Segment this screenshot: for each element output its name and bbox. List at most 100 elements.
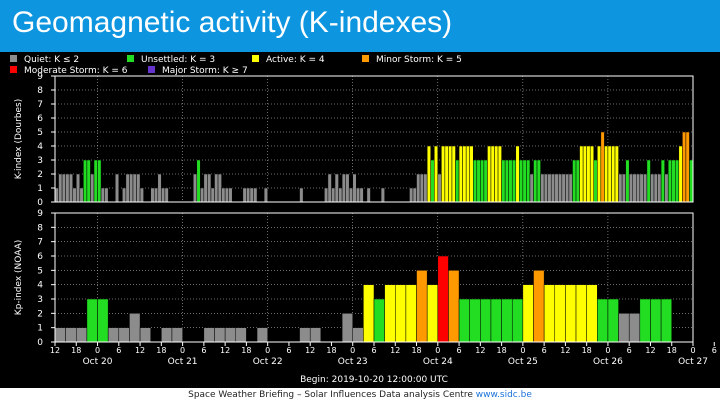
k-index-bar (210, 187, 215, 203)
k-index-bar (331, 187, 336, 203)
k-index-bar (86, 298, 98, 343)
x-tick-label: 12 (645, 346, 655, 355)
k-index-bar (657, 173, 662, 203)
k-index-bar (65, 327, 77, 343)
k-index-bar (136, 173, 141, 203)
k-index-bar (153, 187, 159, 203)
k-index-bar (501, 298, 513, 343)
k-index-bar (97, 159, 102, 203)
x-tick-label: 0 (690, 346, 695, 355)
k-index-bar (660, 159, 665, 203)
k-index-bar (586, 145, 591, 203)
k-index-bar (104, 187, 109, 203)
k-index-bar (543, 284, 556, 343)
k-index-bar (664, 173, 669, 203)
y-tick-label: 6 (37, 252, 43, 262)
footer-link[interactable]: www.sidc.be (475, 390, 532, 400)
k-index-bar (221, 187, 226, 203)
k-index-bar (565, 173, 570, 203)
k-index-bar (469, 145, 474, 203)
page-title: Geomagnetic activity (K-indexes) (12, 6, 453, 39)
x-tick-label: 12 (135, 346, 145, 355)
k-index-bar (338, 187, 343, 203)
k-index-bar (139, 327, 151, 343)
y-tick-label: 1 (37, 324, 43, 334)
x-tick-label: 0 (265, 346, 270, 355)
x-tick-label: 6 (457, 346, 462, 355)
k-index-bar (558, 173, 563, 203)
k-index-bar (132, 173, 137, 203)
k-index-bar (341, 313, 353, 343)
legend-label: Major Storm: K ≥ 7 (162, 66, 248, 76)
x-tick-label: 6 (627, 346, 632, 355)
k-index-bar (196, 159, 201, 203)
k-index-bar (419, 173, 424, 203)
k-index-bar (224, 187, 229, 203)
k-index-bar (161, 187, 166, 203)
k-index-bar (462, 145, 467, 203)
k-index-bar (458, 298, 470, 343)
k-index-bar (363, 284, 375, 343)
k-index-bar (508, 159, 513, 203)
k-index-bar (519, 159, 524, 203)
k-index-bar (405, 284, 417, 343)
y-tick-label: 0 (37, 338, 43, 348)
k-index-bar (632, 173, 637, 203)
date-label: Oct 24 (423, 357, 453, 367)
k-index-bar (614, 145, 619, 203)
x-tick-label: 12 (475, 346, 485, 355)
x-tick-label: 0 (95, 346, 100, 355)
k-index-bar (76, 327, 88, 343)
x-axis-label: Begin: 2019-10-20 12:00:00 UTC (300, 375, 448, 385)
k-index-bar (426, 145, 431, 203)
x-tick-label: 12 (390, 346, 400, 355)
k-index-bar (636, 173, 641, 203)
k-index-bar (607, 298, 619, 343)
k-index-bar (682, 131, 687, 203)
k-index-bar (561, 173, 566, 203)
k-index-bar (157, 173, 162, 203)
k-index-bar (671, 159, 676, 203)
k-index-bar (575, 284, 587, 343)
k-index-bar (118, 327, 130, 343)
legend-swatch (10, 55, 17, 62)
legend-swatch (362, 55, 369, 62)
x-tick-label: 18 (582, 346, 592, 355)
legend-swatch (127, 55, 134, 62)
k-index-bar (650, 298, 662, 343)
y-tick-label: 3 (37, 156, 43, 166)
k-index-bar (68, 173, 73, 203)
k-index-bar (409, 187, 414, 203)
legend-label: Moderate Storm: K = 6 (24, 66, 128, 76)
k-index-bar (533, 270, 545, 343)
y-tick-label: 9 (37, 209, 43, 219)
k-index-bar (263, 187, 268, 203)
k-index-bar (214, 327, 226, 343)
x-tick-label: 6 (712, 346, 717, 355)
k-index-bar (646, 159, 651, 203)
k-index-bar (366, 187, 371, 203)
k-index-bar (352, 327, 364, 343)
k-index-bar (451, 145, 456, 203)
x-tick-label: 12 (560, 346, 570, 355)
y-tick-label: 6 (37, 114, 43, 124)
k-index-bar (501, 159, 506, 203)
k-index-bar (217, 173, 222, 203)
y-axis-label: K-index (Dourbes) (14, 99, 24, 180)
y-tick-label: 2 (37, 170, 43, 180)
k-index-bar (334, 173, 339, 203)
k-index-bar (324, 187, 329, 203)
k-index-bar (547, 173, 552, 203)
k-index-bar (107, 327, 120, 343)
x-tick-label: 0 (520, 346, 525, 355)
header-bar: Geomagnetic activity (K-indexes) (0, 0, 720, 52)
k-index-bar (384, 284, 396, 343)
footer-text: Space Weather Briefing – Solar Influence… (188, 390, 476, 400)
k-index-bar (100, 187, 105, 203)
date-label: Oct 20 (83, 357, 113, 367)
k-index-bar (689, 159, 694, 203)
k-index-bar (660, 298, 672, 343)
y-tick-label: 0 (37, 198, 43, 208)
y-tick-label: 1 (37, 184, 43, 194)
x-tick-label: 0 (605, 346, 610, 355)
